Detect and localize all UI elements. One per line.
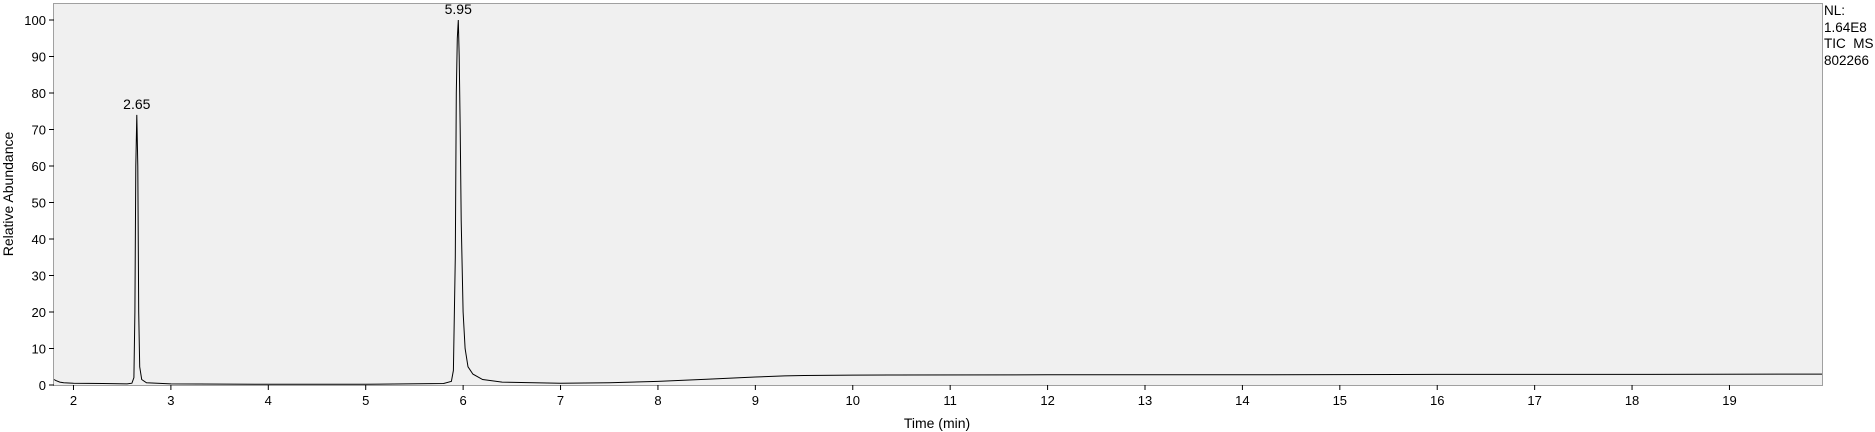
nl-value: 1.64E8 — [1824, 19, 1867, 35]
y-tick-label: 20 — [32, 305, 46, 320]
y-tick-label: 30 — [32, 269, 46, 284]
x-tick-label: 8 — [654, 393, 661, 408]
x-tick-label: 6 — [460, 393, 467, 408]
y-tick-label: 60 — [32, 159, 46, 174]
peak-labels: 2.65 5.95 — [123, 1, 472, 112]
peak-label: 5.95 — [445, 1, 472, 17]
file-id: 802266 — [1824, 52, 1870, 68]
y-tick-label: 70 — [32, 123, 46, 138]
y-tick-label: 10 — [32, 342, 46, 357]
y-tick-label: 50 — [32, 196, 46, 211]
nl-label: NL: — [1824, 3, 1846, 18]
x-axis-title: Time (min) — [904, 415, 970, 431]
x-tick-label: 9 — [752, 393, 759, 408]
x-tick-label: 15 — [1333, 393, 1347, 408]
x-tick-label: 18 — [1625, 393, 1639, 408]
y-tick-label: 40 — [32, 232, 46, 247]
y-axis-title: Relative Abundance — [0, 132, 16, 257]
x-tick-label: 19 — [1722, 393, 1736, 408]
x-tick-label: 4 — [265, 393, 272, 408]
x-tick-label: 3 — [167, 393, 174, 408]
scan-filter: TIC MS — [1824, 36, 1874, 51]
x-tick-label: 14 — [1235, 393, 1249, 408]
normalization-info-panel: NL: 1.64E8 TIC MS 802266 — [1824, 3, 1874, 69]
x-tick-label: 12 — [1040, 393, 1054, 408]
peak-label: 2.65 — [123, 96, 150, 112]
x-tick-label: 7 — [557, 393, 564, 408]
y-tick-label: 0 — [39, 378, 46, 393]
y-tick-label: 90 — [32, 50, 46, 65]
x-tick-label: 5 — [362, 393, 369, 408]
x-tick-label: 10 — [846, 393, 860, 408]
x-tick-label: 2 — [70, 393, 77, 408]
x-axis: 2 3 4 5 6 7 8 9 10 11 12 13 14 15 16 17 18 19 — [70, 385, 1737, 408]
y-axis: 0 10 20 30 40 50 60 70 80 90 100 — [24, 13, 54, 393]
x-tick-label: 17 — [1527, 393, 1541, 408]
y-tick-label: 80 — [32, 86, 46, 101]
plot-area — [53, 3, 1823, 386]
tic-trace-line — [53, 19, 1823, 385]
x-tick-label: 16 — [1430, 393, 1444, 408]
x-tick-label: 13 — [1138, 393, 1152, 408]
y-tick-label: 100 — [24, 13, 46, 28]
x-tick-label: 11 — [943, 393, 957, 408]
